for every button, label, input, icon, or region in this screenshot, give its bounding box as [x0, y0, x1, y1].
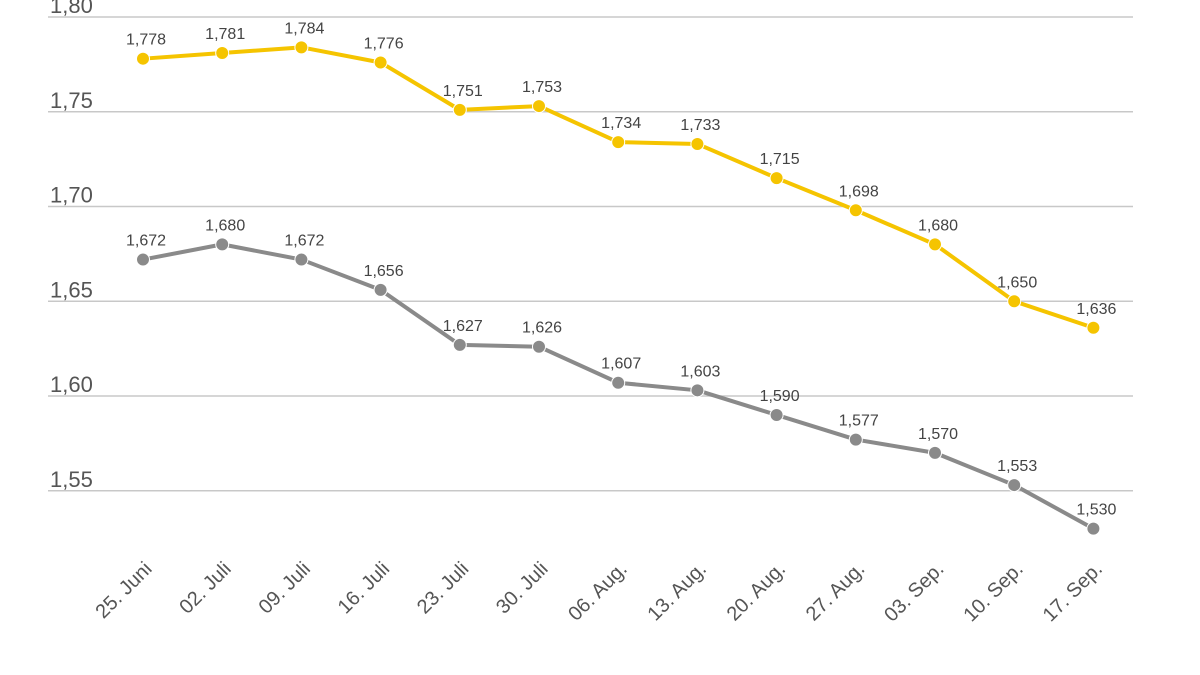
- gray-series-point: [215, 237, 230, 252]
- data-labels: 1,778 1,781 1,784 1,776 1,751 1,753 1,734 1,733…: [126, 20, 1117, 518]
- x-axis-ticks: 25. Juni 02. Juli 09. Juli 16. Juli 23. Juli…: [91, 558, 1106, 626]
- y-tick-label: 1,60: [50, 372, 93, 397]
- gray-series-point: [532, 339, 546, 354]
- data-label: 1,650: [997, 274, 1037, 291]
- gray-series-point: [848, 432, 863, 447]
- yellow-series-point: [611, 135, 626, 150]
- x-tick-label: 02. Juli: [175, 558, 235, 618]
- yellow-series-point: [452, 102, 467, 117]
- y-tick-label: 1,70: [50, 183, 93, 208]
- x-tick-label: 03. Sep.: [880, 558, 948, 626]
- y-tick-label: 1,55: [50, 467, 93, 492]
- gray-series-point: [769, 407, 784, 422]
- data-label: 1,680: [205, 217, 245, 234]
- data-label: 1,603: [680, 363, 720, 380]
- data-label: 1,627: [443, 318, 483, 335]
- yellow-series-point: [136, 51, 150, 66]
- data-label: 1,751: [443, 83, 483, 100]
- yellow-series-point: [848, 203, 863, 218]
- x-tick-label: 17. Sep.: [1039, 558, 1107, 626]
- gridlines: [48, 16, 1133, 492]
- yellow-series-point: [769, 171, 784, 186]
- data-label: 1,530: [1076, 502, 1116, 519]
- data-label: 1,672: [126, 233, 166, 250]
- data-label: 1,781: [205, 26, 245, 43]
- yellow-series-point: [215, 46, 230, 61]
- data-label: 1,590: [760, 388, 800, 405]
- data-label: 1,776: [364, 35, 404, 52]
- data-label: 1,577: [839, 413, 879, 430]
- data-label: 1,753: [522, 79, 562, 96]
- y-tick-label: 1,75: [50, 88, 93, 113]
- y-axis-ticks: 1,80 1,75 1,70 1,65 1,60 1,55: [50, 0, 93, 492]
- yellow-series-line: [142, 45, 1095, 330]
- data-label: 1,570: [918, 426, 958, 443]
- gray-series-point: [928, 445, 942, 460]
- data-label: 1,553: [997, 458, 1037, 475]
- yellow-series-point: [1007, 294, 1022, 309]
- x-tick-label: 20. Aug.: [723, 558, 790, 625]
- y-tick-label: 1,65: [50, 277, 93, 302]
- data-label: 1,607: [601, 356, 641, 373]
- data-label: 1,698: [839, 183, 879, 200]
- x-tick-label: 06. Aug.: [564, 558, 631, 625]
- x-tick-label: 27. Aug.: [802, 558, 869, 625]
- data-label: 1,778: [126, 32, 166, 49]
- data-label: 1,784: [284, 20, 324, 37]
- gray-series-point: [294, 252, 309, 267]
- data-label: 1,733: [680, 117, 720, 134]
- data-label: 1,656: [364, 263, 404, 280]
- data-label: 1,672: [284, 233, 324, 250]
- x-tick-label: 13. Aug.: [643, 558, 710, 625]
- gray-series-point: [1086, 521, 1101, 536]
- gray-series-point: [373, 282, 388, 297]
- x-tick-label: 30. Juli: [492, 558, 552, 618]
- data-label: 1,734: [601, 115, 641, 132]
- gray-series-point: [611, 375, 626, 390]
- yellow-series-point: [294, 40, 309, 55]
- x-tick-label: 25. Juni: [91, 558, 156, 623]
- y-tick-label: 1,80: [50, 0, 93, 18]
- gray-series-point: [136, 252, 150, 267]
- data-label: 1,636: [1076, 301, 1116, 318]
- x-tick-label: 16. Juli: [334, 558, 394, 618]
- yellow-series-point: [532, 99, 546, 114]
- yellow-series-point: [373, 55, 388, 70]
- yellow-series-point: [690, 136, 705, 151]
- series-lines: [136, 40, 1101, 536]
- yellow-series-point: [928, 237, 942, 252]
- data-label: 1,680: [918, 217, 958, 234]
- yellow-series-point: [1086, 320, 1101, 335]
- gray-series-point: [452, 337, 467, 352]
- data-label: 1,626: [522, 320, 562, 337]
- x-tick-label: 09. Juli: [255, 558, 315, 618]
- x-tick-label: 23. Juli: [413, 558, 473, 618]
- gray-series-point: [1007, 478, 1022, 493]
- x-tick-label: 10. Sep.: [959, 558, 1027, 626]
- data-label: 1,715: [760, 151, 800, 168]
- gray-series-point: [690, 383, 705, 398]
